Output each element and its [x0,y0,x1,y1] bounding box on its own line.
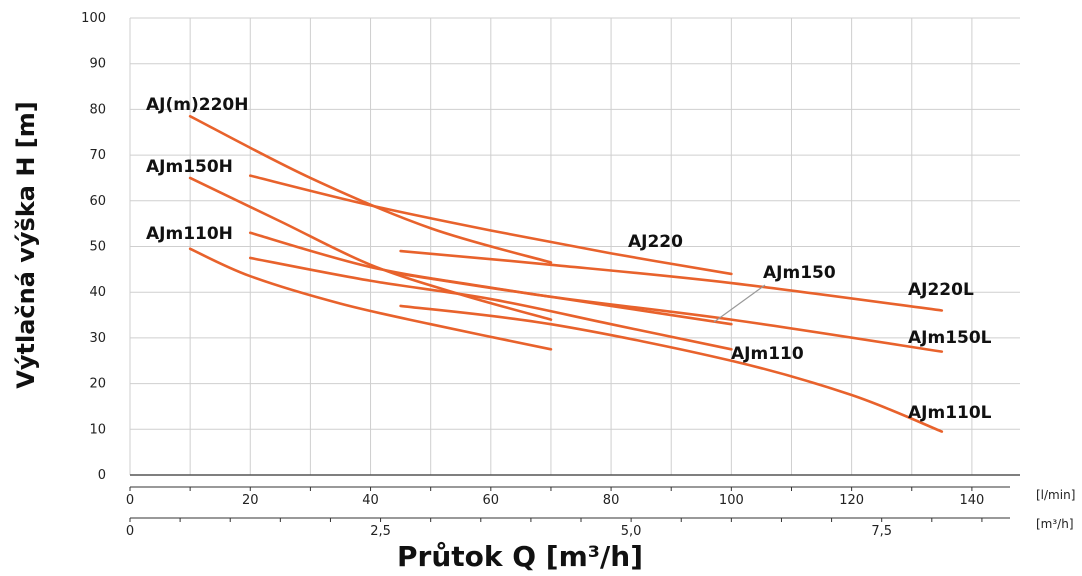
x-tick-label-m3h: 2,5 [370,524,391,539]
x-tick-label-lmin: 60 [483,493,500,508]
y-tick-label: 70 [89,148,106,163]
x-tick-label-lmin: 40 [362,493,379,508]
x-tick-label-m3h: 0 [126,524,134,539]
series-label-ajm110l: AJm110L [908,403,992,423]
series-label-aj220: AJ220 [628,232,683,252]
y-tick-label: 10 [89,422,106,437]
callout-leader-line [713,284,766,323]
series-line-ajm150h [188,176,553,321]
x-tick-label-lmin: 80 [603,493,620,508]
y-tick-label: 90 [89,57,106,72]
x-tick-label-m3h: 7,5 [871,524,892,539]
x-tick-label-lmin: 0 [126,493,134,508]
unit-lmin-label: [l/min] [1036,488,1075,502]
series-label-ajm110: AJm110 [731,344,804,364]
x-tick-label-m3h: 5,0 [621,524,642,539]
series-labels: AJ(m)220H AJm150H AJm110H AJ220 AJm150 AJm110… [146,95,992,423]
series-line-aj220 [248,174,733,276]
series-line-ajm110h [188,247,553,351]
series-label-aj-m-220h: AJ(m)220H [146,95,248,115]
x-tick-label-lmin: 140 [959,493,984,508]
x-axis-title: Průtok Q [m³/h] [397,540,643,573]
series-label-aj220l: AJ220L [908,280,974,300]
series-label-ajm110h: AJm110H [146,224,233,244]
series-line-ajm150l [399,272,944,353]
unit-m3h-label: [m³/h] [1036,517,1074,531]
series-line-aj220l [399,249,944,312]
x-tick-label-lmin: 20 [242,493,259,508]
series-line-ajm110l [399,304,944,433]
y-tick-label: 50 [89,240,106,255]
y-tick-label: 100 [81,11,106,26]
series-label-ajm150: AJm150 [763,263,836,283]
series-lines [188,114,944,433]
axes: 0 10 20 30 40 50 60 70 80 90 100 0 20 40 60 80 100 120 140… [81,11,1020,539]
y-tick-label: 80 [89,102,106,117]
grid [129,17,1020,476]
series-label-ajm150l: AJm150L [908,328,992,348]
x-tick-label-lmin: 120 [839,493,864,508]
y-tick-label: 40 [89,285,106,300]
y-tick-label: 30 [89,331,106,346]
series-label-ajm150h: AJm150H [146,157,233,177]
series-line-ajm110 [248,256,733,351]
y-tick-label: 60 [89,194,106,209]
x-tick-label-lmin: 100 [719,493,744,508]
y-axis-title: Výtlačná výška H [m] [12,101,40,388]
y-tick-label: 20 [89,377,106,392]
y-tick-label: 0 [98,468,106,483]
